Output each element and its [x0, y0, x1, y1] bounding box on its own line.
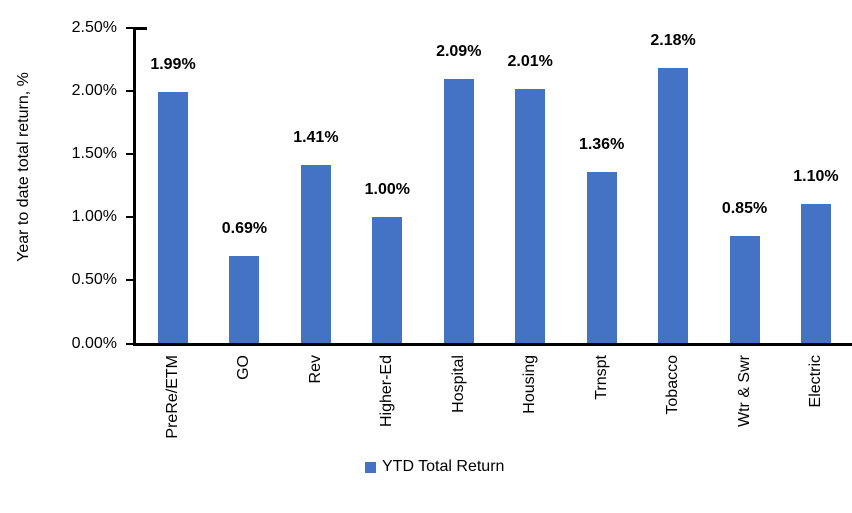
x-axis-line [133, 343, 852, 346]
y-tick-label: 2.50% [71, 18, 117, 36]
bar-value-label: 1.41% [293, 129, 339, 147]
bar [800, 204, 831, 346]
x-category-label: Housing [521, 355, 539, 414]
y-tick-label: 2.00% [71, 81, 117, 99]
bar [515, 89, 546, 346]
x-category-label: Hospital [449, 355, 467, 413]
bar-value-label: 0.85% [721, 200, 768, 218]
y-tick-mark [126, 89, 135, 92]
y-tick-mark [126, 26, 135, 29]
y-tick-label: 1.00% [71, 208, 117, 226]
bar [586, 171, 617, 346]
x-category-label: PreRe/ETM [164, 355, 181, 439]
x-category-label: Electric [806, 355, 824, 408]
legend: YTD Total Return [365, 457, 504, 477]
x-category-label: Tobacco [664, 355, 682, 415]
legend-swatch-icon [365, 461, 376, 473]
y-tick-mark [126, 152, 135, 155]
bar-value-label: 1.36% [578, 135, 625, 153]
bar-value-label: 2.01% [507, 53, 553, 71]
bar [372, 217, 403, 346]
y-axis-line [133, 27, 136, 346]
y-tick-mark [126, 279, 135, 282]
bar [300, 165, 331, 346]
bar [729, 236, 760, 346]
x-category-label: Wtr & Swr [735, 355, 753, 427]
y-axis-top-tick [135, 27, 147, 30]
x-category-label: GO [235, 355, 253, 380]
y-tick-label: 1.50% [71, 144, 117, 162]
legend-label: YTD Total Return [382, 458, 505, 475]
bar-value-label: 2.09% [436, 43, 482, 61]
bar [229, 256, 260, 346]
bar-value-label: 2.18% [650, 31, 696, 49]
y-tick-mark [126, 216, 135, 219]
bar [443, 79, 474, 346]
x-category-label: Trnspt [592, 355, 610, 400]
y-tick-label: 0.00% [71, 334, 117, 352]
bar [658, 67, 689, 346]
bar-value-label: 1.99% [150, 55, 196, 73]
bar [158, 91, 188, 346]
bar-value-label: 1.10% [793, 168, 839, 186]
x-category-label: Higher-Ed [378, 355, 396, 428]
bar-value-label: 1.00% [364, 181, 410, 199]
y-tick-label: 0.50% [71, 271, 117, 289]
y-tick-mark [126, 342, 135, 345]
bar-value-label: 0.69% [221, 220, 268, 238]
x-category-label: Rev [306, 355, 324, 384]
